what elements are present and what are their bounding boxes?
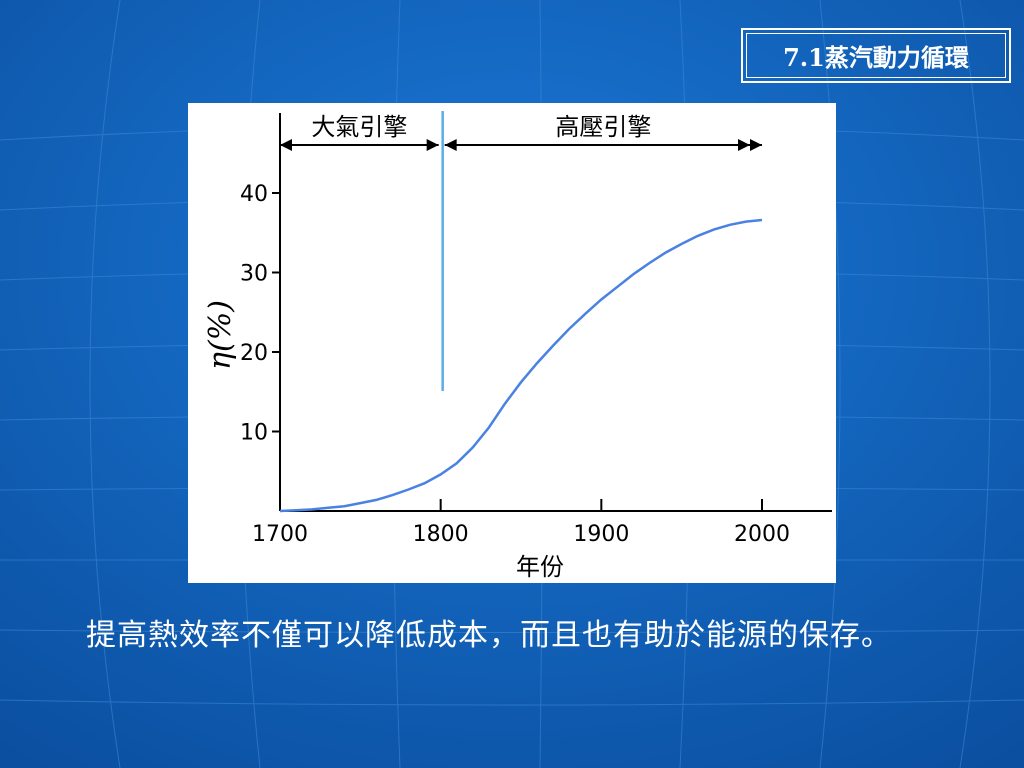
caption-text: 提高熱效率不僅可以降低成本，而且也有助於能源的保存。: [86, 618, 892, 653]
chart-panel: 10 20 30 40 1700 1800 1900 2000 大氣引擎 高壓引擎 η(%) 年…: [188, 103, 836, 583]
efficiency-chart: 10 20 30 40 1700 1800 1900 2000 大氣引擎 高壓引擎 η(%) 年…: [203, 111, 832, 581]
region-2: 高壓引擎: [444, 113, 762, 151]
x-axis-label: 年份: [516, 553, 564, 581]
axis-ticks: 10 20 30 40 1700 1800 1900 2000: [240, 182, 790, 547]
region-label: 高壓引擎: [555, 113, 651, 141]
region-label: 大氣引擎: [311, 113, 407, 141]
y-tick-label: 20: [240, 341, 268, 366]
x-tick-label: 1700: [252, 522, 308, 547]
y-tick-label: 30: [240, 262, 268, 287]
engine-regions: 大氣引擎 高壓引擎: [280, 113, 762, 151]
efficiency-curve: [279, 218, 763, 513]
x-tick-label: 2000: [734, 522, 790, 547]
x-tick-label: 1900: [573, 522, 629, 547]
y-tick-label: 40: [240, 182, 268, 207]
y-tick-label: 10: [240, 421, 268, 446]
section-title-box: 7.1蒸汽動力循環: [741, 28, 1011, 83]
region-1: 大氣引擎: [280, 113, 439, 151]
section-title: 7.1蒸汽動力循環: [746, 33, 1006, 78]
y-axis-label: η(%): [203, 300, 238, 370]
x-tick-label: 1800: [413, 522, 469, 547]
